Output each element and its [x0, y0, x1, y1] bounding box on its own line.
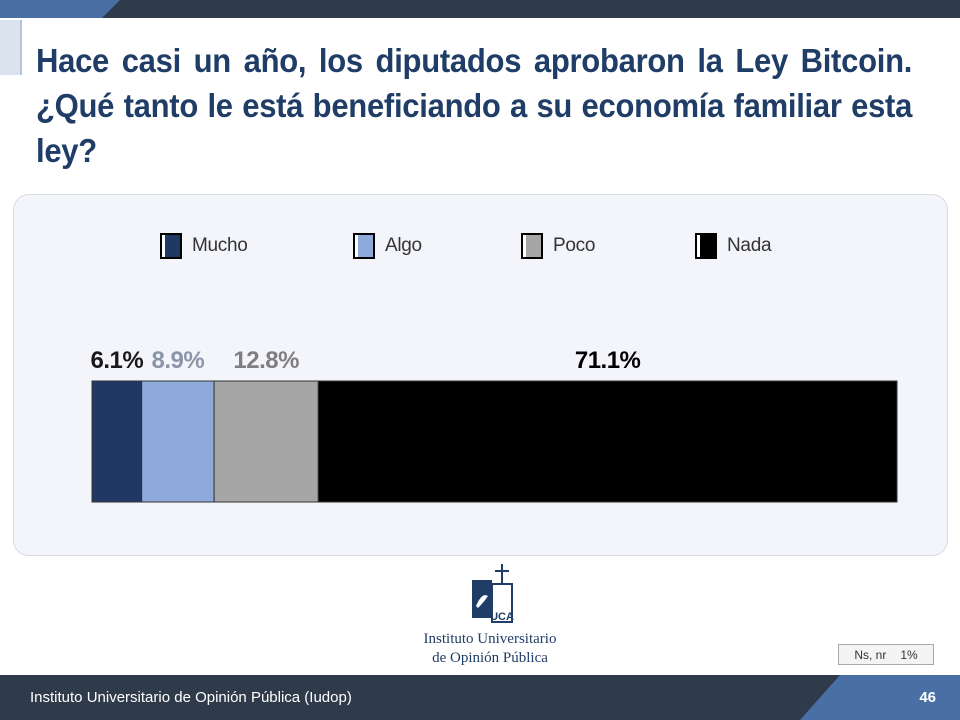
ns-nr-label: Ns, nr: [854, 647, 887, 662]
bar-segment-mucho: [91, 380, 143, 503]
legend-item-mucho: Mucho: [160, 231, 248, 261]
uca-logo-icon: UCA: [472, 564, 514, 623]
slide-title: Hace casi un año, los diputados aprobaro…: [36, 42, 913, 169]
bar-segment-nada: [317, 380, 898, 503]
data-label-nada: 71.1%: [575, 347, 641, 374]
legend-label-poco: Poco: [553, 235, 596, 256]
data-label-mucho: 6.1%: [90, 347, 143, 374]
legend-item-poco: Poco: [521, 231, 595, 261]
legend-swatch-nada: [695, 233, 717, 259]
legend-label-nada: Nada: [727, 235, 772, 256]
logo-text-line1: Instituto Universitario: [423, 631, 557, 647]
side-accent: [0, 20, 22, 75]
legend-swatch-poco: [521, 233, 543, 259]
legend-item-algo: Algo: [353, 231, 422, 261]
legend-label-mucho: Mucho: [192, 235, 248, 256]
ns-nr-value: 1%: [900, 647, 918, 662]
logo-text: Instituto Universitario de Opinión Públi…: [400, 630, 580, 668]
top-bar: [0, 0, 960, 18]
top-bar-accent: [0, 0, 120, 18]
legend-swatch-mucho: [160, 233, 182, 259]
legend-swatch-algo: [353, 233, 375, 259]
logo-letters: UCA: [490, 611, 514, 623]
bar-segment-poco: [213, 380, 319, 503]
data-label-poco: 12.8%: [233, 347, 299, 374]
page-number: 46: [919, 689, 936, 706]
logo-text-line2: de Opinión Pública: [432, 650, 548, 666]
legend-item-nada: Nada: [695, 231, 772, 261]
bar-segment-algo: [141, 380, 215, 503]
footer-text: Instituto Universitario de Opinión Públi…: [30, 689, 352, 706]
ns-nr-note: Ns, nr 1%: [838, 644, 934, 665]
footer-bar: [0, 675, 960, 720]
data-label-algo: 8.9%: [152, 347, 205, 374]
legend-label-algo: Algo: [385, 235, 422, 256]
